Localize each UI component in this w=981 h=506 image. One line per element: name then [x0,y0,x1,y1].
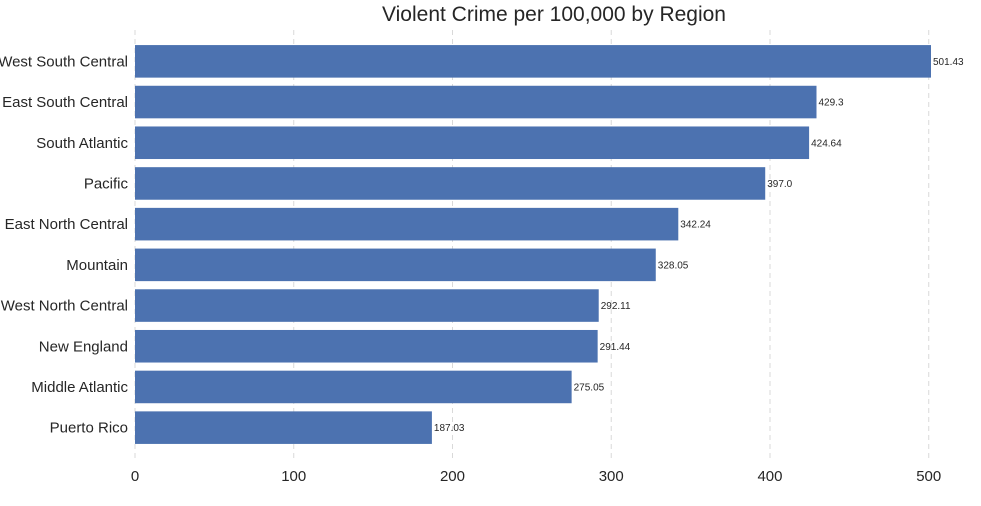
category-label: New England [39,338,128,355]
bar [135,85,817,119]
value-label: 187.03 [434,423,465,434]
category-label: Middle Atlantic [31,379,128,396]
category-label: West North Central [1,298,128,315]
category-labels: West South Central East South Central Sout… [0,53,128,436]
category-label: Puerto Rico [50,420,128,437]
bar [135,167,766,200]
x-tick-label: 400 [757,468,782,485]
x-tick-label: 500 [916,468,941,485]
x-tick-label: 300 [599,468,624,485]
category-label: Pacific [84,175,129,192]
category-label: East South Central [2,94,128,111]
bar [135,126,810,160]
bars [135,45,931,444]
bar [135,207,679,241]
value-label: 292.11 [601,301,631,312]
category-label: West South Central [0,53,128,70]
chart-title: Violent Crime per 100,000 by Region [382,3,726,26]
category-label: South Atlantic [36,135,128,152]
value-label: 424.64 [811,138,842,149]
value-label: 501.43 [933,57,964,68]
x-tick-label: 0 [131,468,139,485]
value-labels: 501.43 429.3 424.64 397.0 342.24 328.05 292.11… [434,57,964,434]
x-tick-label: 100 [281,468,306,485]
value-label: 429.3 [818,98,843,109]
category-label: East North Central [5,216,128,233]
value-label: 342.24 [680,220,711,231]
x-tick-labels: 0 100 200 300 400 500 [131,468,941,485]
x-tick-label: 200 [440,468,465,485]
category-label: Mountain [66,257,128,274]
bar [135,329,598,363]
value-label: 397.0 [767,179,792,190]
bar [135,411,432,444]
value-label: 291.44 [600,342,631,353]
value-label: 275.05 [574,382,605,393]
bar [135,289,599,322]
value-label: 328.05 [658,260,689,271]
bar [135,248,656,282]
bar [135,370,572,404]
bar [135,45,931,78]
